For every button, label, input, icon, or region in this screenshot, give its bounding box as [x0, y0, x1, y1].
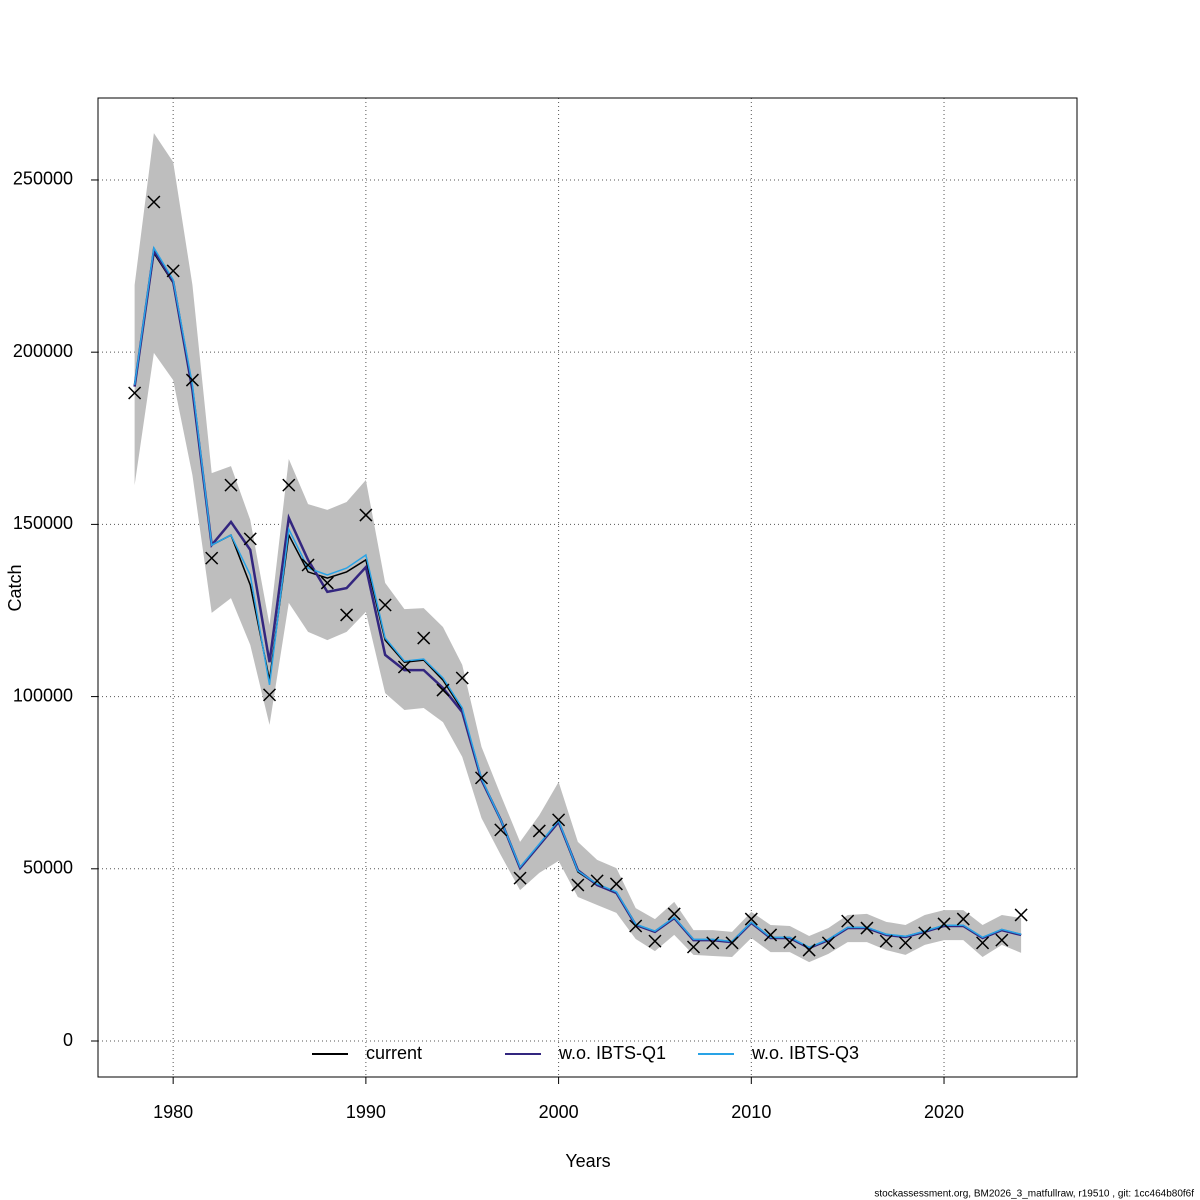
- x-tick-label: 1980: [153, 1102, 193, 1122]
- observation-cross: [224, 478, 238, 492]
- y-tick-label: 150000: [13, 513, 73, 533]
- observation-cross: [609, 877, 623, 891]
- observation-cross: [937, 917, 951, 931]
- observation-cross: [378, 598, 392, 612]
- observation-cross: [340, 608, 354, 622]
- legend-label: current: [366, 1043, 422, 1063]
- observation-cross: [802, 943, 816, 957]
- observation-cross: [262, 688, 277, 702]
- observation-cross: [128, 386, 142, 400]
- y-tick-label: 250000: [13, 169, 73, 189]
- observation-cross: [764, 928, 778, 942]
- observation-cross: [783, 935, 797, 949]
- observation-cross: [166, 264, 180, 278]
- observation-cross: [821, 936, 835, 950]
- plot-frame: [97, 97, 1078, 1078]
- observation-cross: [320, 576, 334, 590]
- observation-cross: [918, 926, 932, 940]
- legend-label: w.o. IBTS-Q3: [751, 1043, 859, 1063]
- observation-cross: [494, 823, 508, 837]
- observation-cross: [205, 551, 219, 565]
- observation-cross: [513, 871, 527, 885]
- observation-cross: [552, 813, 566, 827]
- observation-cross: [898, 936, 913, 950]
- series-line: [133, 245, 1022, 949]
- observation-cross: [956, 912, 970, 926]
- observation-cross: [744, 912, 758, 926]
- observation-cross: [725, 936, 739, 950]
- observation-cross: [455, 671, 469, 685]
- y-tick-label: 200000: [13, 341, 73, 361]
- observation-cross: [667, 907, 681, 921]
- observation-cross: [397, 660, 411, 674]
- observation-cross: [185, 373, 199, 387]
- x-axis-label: Years: [565, 1151, 610, 1171]
- observation-cross: [976, 936, 990, 950]
- observation-cross: [860, 921, 874, 935]
- observation-cross: [243, 532, 257, 546]
- observation-cross: [417, 631, 431, 645]
- x-tick-label: 2020: [924, 1102, 964, 1122]
- observation-cross: [359, 508, 373, 522]
- observation-cross: [879, 934, 893, 948]
- observation-cross: [532, 824, 546, 838]
- footer: stockassessment.org, BM2026_3_matfullraw…: [874, 1189, 1194, 1200]
- y-tick-label: 100000: [13, 685, 73, 705]
- x-tick-label: 2000: [539, 1102, 579, 1122]
- observation-cross: [706, 936, 720, 950]
- observation-cross: [841, 914, 855, 928]
- observation-cross: [147, 195, 161, 209]
- y-tick-label: 50000: [23, 858, 73, 878]
- observation-cross: [590, 874, 604, 888]
- confidence-band: [134, 133, 1022, 963]
- observation-cross: [629, 919, 643, 933]
- plot-area: [98, 98, 1077, 1077]
- y-tick-label: 0: [63, 1030, 73, 1050]
- observation-cross: [301, 558, 315, 572]
- y-axis-label: Catch: [5, 564, 25, 611]
- legend-label: w.o. IBTS-Q1: [558, 1043, 666, 1063]
- x-tick-label: 1990: [346, 1102, 386, 1122]
- x-tick-label: 2010: [731, 1102, 771, 1122]
- observation-cross: [436, 683, 450, 697]
- observation-cross: [686, 940, 701, 954]
- observation-cross: [282, 478, 296, 492]
- observation-cross: [474, 771, 489, 785]
- observation-cross: [1014, 908, 1028, 922]
- observation-cross: [571, 878, 585, 892]
- observation-cross: [648, 934, 662, 948]
- observation-cross: [995, 933, 1009, 947]
